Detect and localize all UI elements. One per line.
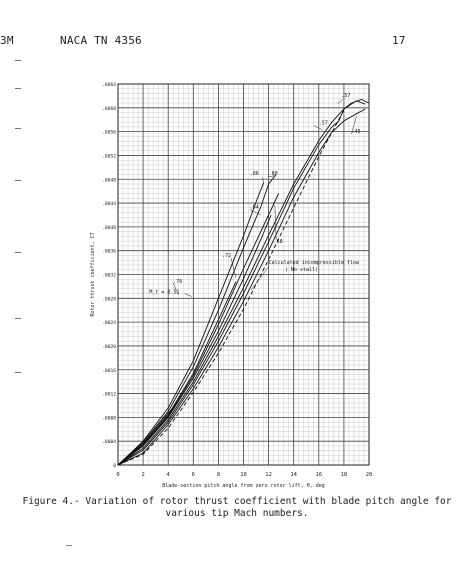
y-tick-label: .0004 (102, 439, 116, 445)
label-leader-line (337, 99, 343, 104)
margin-mark (15, 372, 21, 373)
curve-label: .80 (269, 171, 278, 177)
y-tick-label: .0020 (102, 344, 116, 350)
y-tick-label: .0044 (102, 201, 116, 207)
page-number: 17 (392, 34, 406, 47)
margin-mark (15, 88, 21, 89)
y-tick-label: .0032 (102, 273, 116, 279)
y-tick-label: .0056 (102, 130, 116, 136)
header-page-fragment: 3M (0, 34, 14, 47)
curve-label: ( No stall) (285, 267, 318, 273)
curve-label: .64 (250, 204, 259, 210)
figure-caption: Figure 4.- Variation of rotor thrust coe… (0, 496, 474, 520)
curve-label: M_t = 0.51 (149, 290, 179, 296)
y-tick-label: .0012 (102, 392, 116, 398)
label-leader-line (184, 293, 193, 297)
thrust-coefficient-chart: 0 2 4 6 8 10 12 14 16 18 20 0 .0004 .0008 .0012 .0016 .0… (90, 82, 373, 489)
label-leader-line (274, 204, 277, 240)
x-tick-label: 0 (116, 472, 119, 478)
curve-label: .72 (222, 253, 231, 259)
y-tick-label: .0048 (102, 177, 116, 183)
x-axis-label: Blade-section pitch angle from zero roto… (162, 483, 325, 489)
y-tick-label: .0064 (102, 82, 116, 88)
y-tick-label: .0024 (102, 320, 116, 326)
curve-label: .57 (319, 120, 328, 126)
y-tick-label: .0040 (102, 225, 116, 231)
mach-curve (117, 99, 370, 466)
x-tick-label: 4 (167, 472, 171, 478)
margin-mark (15, 318, 21, 319)
label-leader-line (250, 266, 269, 291)
label-leader-line (313, 125, 323, 131)
margin-mark (15, 180, 21, 181)
y-tick-label: .0060 (102, 106, 116, 112)
mach-curve (117, 174, 277, 466)
caption-line-2: various tip Mach numbers. (165, 508, 309, 519)
curve-label: .86 (250, 171, 259, 177)
plot-frame (117, 83, 370, 466)
curve-label: .76 (173, 279, 182, 285)
y-tick-label: 0 (113, 463, 116, 469)
y-tick-label: .0016 (102, 368, 116, 374)
label-leader-line (351, 116, 357, 135)
margin-mark (15, 252, 21, 253)
y-axis-label: Rotor thrust coefficient, CT (90, 232, 96, 316)
x-tick-label: 2 (141, 472, 144, 478)
mach-curve (117, 108, 366, 466)
caption-line-1: Figure 4.- Variation of rotor thrust coe… (22, 496, 452, 507)
curve-label: .57 (341, 93, 350, 99)
margin-mark (15, 60, 21, 61)
curve-label: .45 (351, 129, 360, 135)
x-tick-label: 16 (315, 472, 322, 478)
x-tick-label: 20 (366, 472, 373, 478)
mach-curve (117, 182, 265, 466)
incompressible-flow-curve (117, 109, 345, 466)
mach-curve (117, 193, 280, 466)
label-leader-line (249, 209, 262, 216)
x-tick-label: 6 (192, 472, 195, 478)
x-tick-label: 14 (290, 472, 297, 478)
label-leader-line (172, 282, 179, 295)
y-tick-label: .0028 (102, 296, 116, 302)
x-tick-label: 18 (341, 472, 348, 478)
x-tick-label: 8 (217, 472, 220, 478)
mach-curve (117, 214, 272, 466)
y-tick-label: .0036 (102, 249, 116, 255)
label-leader-line (262, 177, 264, 183)
y-tick-label: .0052 (102, 153, 116, 159)
report-id: NACA TN 4356 (60, 34, 142, 47)
label-leader-line (230, 257, 237, 279)
x-tick-label: 10 (240, 472, 247, 478)
label-leader-line (268, 175, 275, 178)
x-tick-label: 12 (265, 472, 272, 478)
curve-label: .68 (274, 239, 283, 245)
mach-curve (117, 281, 237, 466)
y-tick-label: .0008 (102, 415, 116, 421)
footer-mark (66, 545, 72, 546)
margin-mark (15, 128, 21, 129)
curve-label: Calculated incompressible flow (269, 260, 360, 266)
